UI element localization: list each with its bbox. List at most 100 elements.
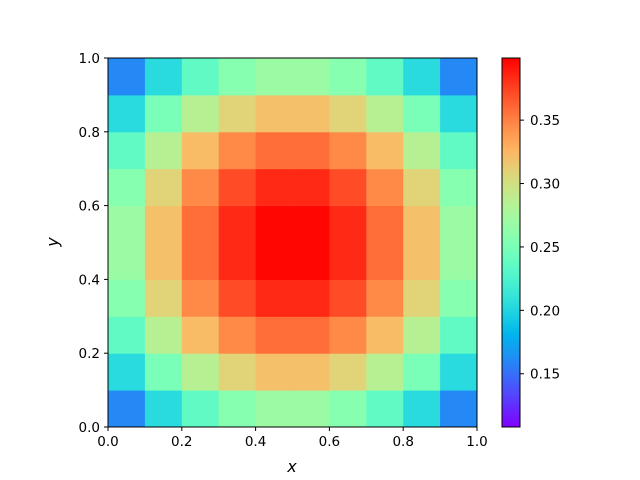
heat-cell (329, 131, 367, 170)
heat-cell (144, 94, 183, 133)
heat-cell (403, 131, 441, 170)
heat-cell (403, 94, 441, 133)
heat-cell (440, 58, 478, 96)
heat-cell (255, 390, 293, 428)
heat-cell (329, 168, 367, 207)
heat-cell (181, 390, 220, 428)
heat-cell (292, 242, 330, 280)
heat-cell (255, 168, 293, 207)
colorbar-tick-label: 0.35 (530, 113, 560, 129)
heat-cell (403, 316, 441, 354)
heat-cell (329, 94, 367, 133)
heat-cell (144, 279, 183, 317)
heat-cell (108, 279, 146, 317)
heat-cell (255, 205, 293, 243)
colorbar (501, 57, 521, 428)
x-tick-label: 1.0 (466, 434, 487, 450)
heat-cell (440, 316, 478, 354)
heat-cell (181, 58, 220, 96)
heat-cell (440, 390, 478, 428)
x-tick-label: 0.6 (319, 434, 340, 450)
heat-cell (181, 279, 220, 317)
heat-cell (292, 58, 330, 96)
heat-cell (329, 205, 367, 243)
heat-cell (218, 205, 257, 243)
heat-cell (329, 390, 367, 428)
heat-cell (292, 168, 330, 207)
colorbar-tick-label: 0.20 (530, 303, 560, 319)
heat-cell (144, 242, 183, 280)
heat-cell (329, 279, 367, 317)
heat-cell (181, 94, 220, 133)
x-tick-label: 0.8 (392, 434, 413, 450)
colorbar-tick-label: 0.15 (530, 367, 560, 383)
heat-cell (292, 390, 330, 428)
heat-cell (366, 168, 404, 207)
y-tick-label: 0.6 (79, 199, 100, 215)
colorbar-tick-label: 0.25 (530, 240, 560, 256)
heat-cell (181, 242, 220, 280)
heat-cell (329, 353, 367, 391)
heat-cell (329, 58, 367, 96)
heat-cell (329, 242, 367, 280)
heat-cell (440, 131, 478, 170)
heat-cell (292, 353, 330, 391)
heat-cell (366, 279, 404, 317)
heat-cell (181, 353, 220, 391)
heat-cell (144, 168, 183, 207)
heat-cell (218, 242, 257, 280)
heat-cell (255, 353, 293, 391)
heat-cell (108, 131, 146, 170)
heat-cell (366, 131, 404, 170)
heat-cell (255, 279, 293, 317)
heat-cell (440, 242, 478, 280)
heat-cell (403, 353, 441, 391)
heat-cell (108, 390, 146, 428)
heat-cell (218, 94, 257, 133)
heat-cell (144, 131, 183, 170)
y-tick-label: 1.0 (79, 51, 100, 67)
heat-cell (181, 316, 220, 354)
heat-cell (440, 168, 478, 207)
heat-cell (366, 94, 404, 133)
y-tick-label: 0.8 (79, 125, 100, 141)
heat-cell (403, 279, 441, 317)
heat-cell (108, 205, 146, 243)
heat-cell (144, 58, 183, 96)
heat-cell (366, 316, 404, 354)
heat-cell (403, 58, 441, 96)
heat-cell (218, 279, 257, 317)
heat-cell (366, 205, 404, 243)
heat-cell (329, 316, 367, 354)
y-tick-label: 0.4 (79, 272, 100, 288)
heat-cell (218, 131, 257, 170)
plot-frame (107, 57, 478, 428)
heat-cell (403, 168, 441, 207)
heat-cell (108, 353, 146, 391)
heat-cell (292, 94, 330, 133)
heat-cell (144, 316, 183, 354)
heat-cell (218, 316, 257, 354)
heat-cell (218, 168, 257, 207)
heat-cell (218, 390, 257, 428)
heat-cell (255, 242, 293, 280)
heat-cell (440, 94, 478, 133)
heat-cell (255, 131, 293, 170)
heat-cell (440, 353, 478, 391)
heat-cell (108, 94, 146, 133)
heat-cell (108, 168, 146, 207)
heat-cell (292, 131, 330, 170)
heat-cell (181, 131, 220, 170)
heat-cell (292, 316, 330, 354)
heat-cell (440, 205, 478, 243)
x-axis-label: x (286, 457, 297, 476)
heat-cell (255, 58, 293, 96)
heat-cell (108, 316, 146, 354)
heat-cell (144, 390, 183, 428)
heat-cell (181, 168, 220, 207)
heat-cell (108, 58, 146, 96)
heat-cell (255, 316, 293, 354)
heat-cell (255, 94, 293, 133)
heat-cell (108, 242, 146, 280)
